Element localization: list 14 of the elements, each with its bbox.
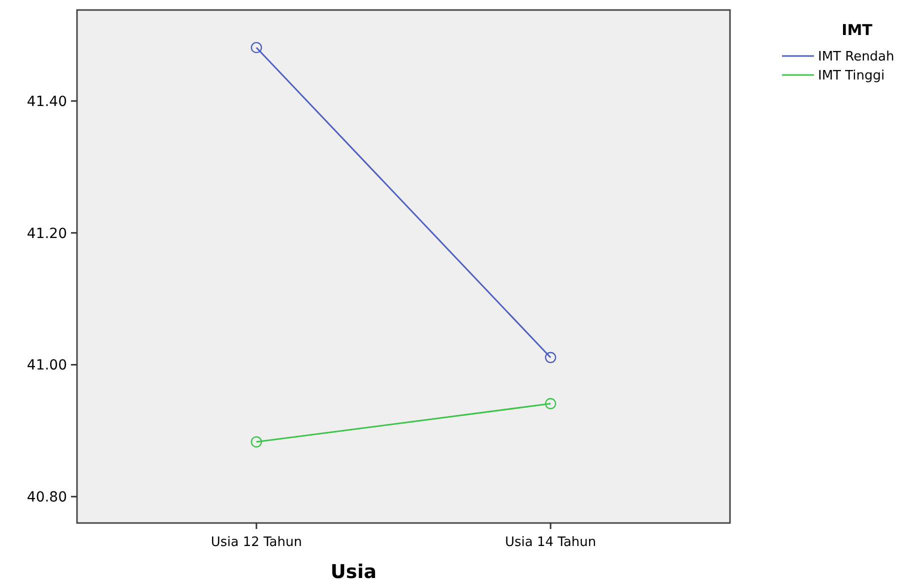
y-tick-label: 40.80 xyxy=(26,490,67,506)
point xyxy=(250,42,262,54)
point xyxy=(544,398,556,410)
point xyxy=(544,352,556,364)
x-axis-title: Usia xyxy=(330,561,377,583)
point xyxy=(250,436,262,448)
y-tick-label: 41.40 xyxy=(26,94,67,110)
legend-title: IMT xyxy=(842,21,874,39)
x-tick-label: Usia 14 Tahun xyxy=(504,535,596,550)
y-tick-label: 41.00 xyxy=(26,358,67,374)
legend-label: IMT Tinggi xyxy=(818,68,885,84)
y-tick-label: 41.20 xyxy=(26,226,67,242)
legend-label: IMT Rendah xyxy=(818,50,894,65)
x-tick-label: Usia 12 Tahun xyxy=(210,535,302,550)
